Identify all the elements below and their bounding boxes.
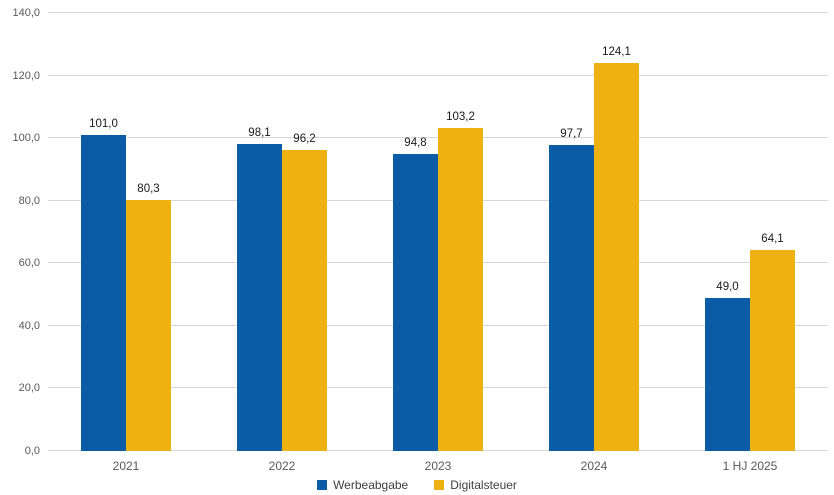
- bar-group-2021: 101,0 80,3: [48, 13, 204, 451]
- x-axis-label-2021: 2021: [112, 459, 140, 473]
- bar-digitalsteuer-1-hj-2025: [750, 250, 795, 451]
- y-axis-tick-label: 60,0: [18, 257, 40, 270]
- data-label: 101,0: [89, 118, 118, 131]
- bar-werbeabgabe-2022: [237, 144, 282, 451]
- bar-werbeabgabe-1-hj-2025: [705, 297, 750, 451]
- data-label: 96,2: [293, 133, 316, 146]
- bar-group-2023: 94,8 103,2: [360, 13, 516, 451]
- legend-item-digitalsteuer: Digitalsteuer: [434, 478, 517, 492]
- y-axis-tick-label: 140,0: [12, 7, 40, 19]
- y-axis-tick-label: 100,0: [12, 132, 40, 145]
- bar-werbeabgabe-2023: [393, 154, 438, 451]
- y-axis-tick-label: 120,0: [12, 69, 40, 82]
- legend-label: Digitalsteuer: [450, 478, 517, 492]
- data-label: 94,8: [404, 137, 427, 150]
- bar-werbeabgabe-2021: [81, 135, 126, 451]
- y-axis-tick-label: 40,0: [18, 319, 40, 332]
- x-axis-label-2023: 2023: [424, 459, 452, 473]
- bar-group-2024: 97,7 124,1: [516, 13, 672, 451]
- y-axis-tick-label: 80,0: [18, 194, 40, 207]
- legend-label: Werbeabgabe: [333, 478, 409, 492]
- bar-werbeabgabe-2024: [549, 145, 594, 451]
- chart-legend: Werbeabgabe Digitalsteuer: [0, 478, 834, 492]
- bar-digitalsteuer-2024: [594, 62, 639, 451]
- y-axis-tick-label: 20,0: [18, 382, 40, 395]
- data-label: 49,0: [716, 280, 739, 293]
- data-label: 103,2: [446, 111, 475, 124]
- bar-digitalsteuer-2021: [126, 199, 171, 451]
- legend-item-werbeabgabe: Werbeabgabe: [317, 478, 408, 492]
- bar-group-2022: 98,1 96,2: [204, 13, 360, 451]
- bar-digitalsteuer-2022: [282, 150, 327, 451]
- x-axis-label-2022: 2022: [268, 459, 296, 473]
- x-axis-label-1-hj-2025: 1 HJ 2025: [722, 459, 778, 473]
- bar-digitalsteuer-2023: [438, 128, 483, 451]
- legend-swatch-icon: [434, 480, 445, 490]
- gridline-y-140: [48, 12, 828, 13]
- x-axis-label-2024: 2024: [580, 459, 608, 473]
- data-label: 80,3: [137, 182, 160, 195]
- data-label: 124,1: [602, 45, 631, 58]
- gridline-y-120: [48, 74, 828, 76]
- data-label: 64,1: [761, 233, 784, 246]
- legend-swatch-icon: [317, 480, 328, 490]
- data-label: 97,7: [560, 128, 583, 141]
- y-axis-tick-label: 0,0: [24, 445, 40, 457]
- data-label: 98,1: [248, 127, 271, 140]
- bar-group-1-hj-2025: 49,0 64,1: [672, 13, 828, 451]
- plot-area: 0,0 20,0 40,0 60,0 80,0 100,0 120,0 140,0 101,0 8…: [12, 7, 828, 457]
